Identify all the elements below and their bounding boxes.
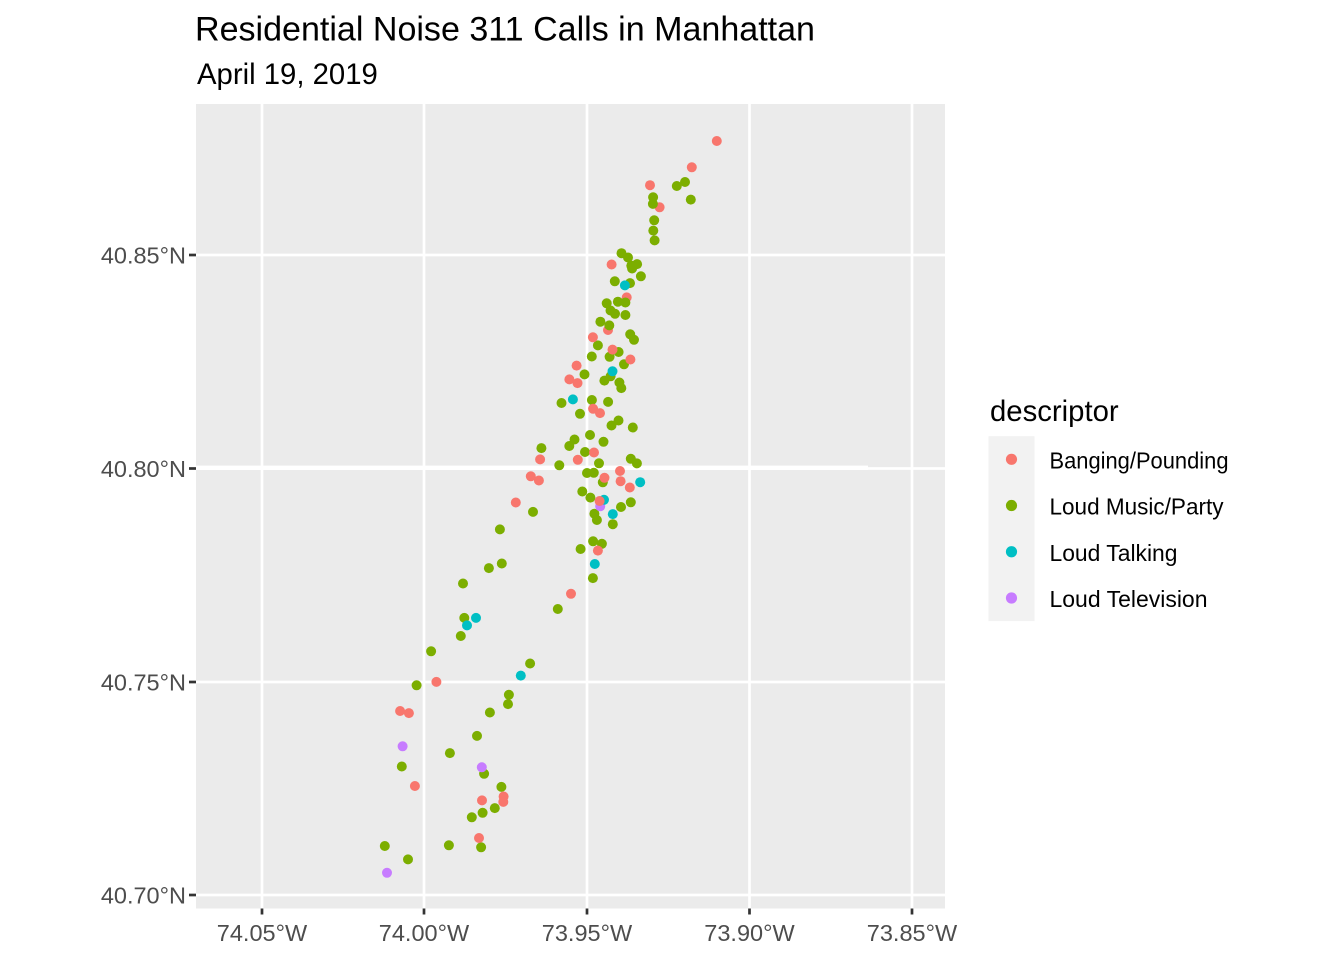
svg-text:40.70°N: 40.70°N	[101, 883, 186, 909]
svg-text:Loud Talking: Loud Talking	[1050, 540, 1178, 566]
svg-text:73.90°W: 73.90°W	[704, 920, 795, 946]
svg-text:40.80°N: 40.80°N	[101, 456, 186, 482]
svg-text:Banging/Pounding: Banging/Pounding	[1050, 447, 1229, 473]
svg-text:Residential Noise 311 Calls in: Residential Noise 311 Calls in Manhattan	[195, 11, 815, 49]
svg-text:73.85°W: 73.85°W	[867, 920, 958, 946]
svg-text:73.95°W: 73.95°W	[542, 920, 633, 946]
svg-text:descriptor: descriptor	[990, 395, 1119, 428]
svg-text:Loud Music/Party: Loud Music/Party	[1050, 494, 1224, 520]
svg-text:Loud Television: Loud Television	[1050, 586, 1208, 612]
svg-text:40.85°N: 40.85°N	[101, 243, 186, 269]
svg-text:74.00°W: 74.00°W	[379, 920, 470, 946]
svg-text:40.75°N: 40.75°N	[101, 670, 186, 696]
svg-text:April 19, 2019: April 19, 2019	[197, 58, 378, 91]
svg-text:74.05°W: 74.05°W	[217, 920, 308, 946]
